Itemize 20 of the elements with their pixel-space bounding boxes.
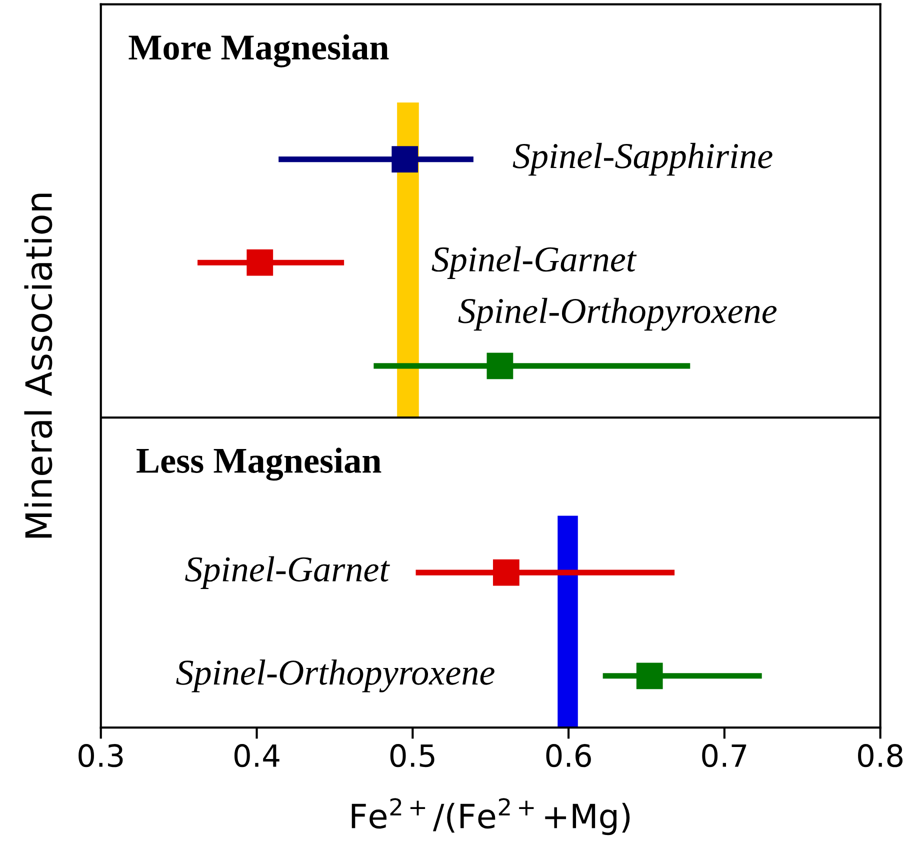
- point: [246, 249, 274, 276]
- series-label: Spinel-Orthopyroxene: [458, 298, 777, 331]
- x-tick-label: 0.6: [546, 744, 591, 768]
- x-tick-label: 0.4: [234, 744, 280, 768]
- x-tick-label: 0.8: [858, 744, 903, 768]
- point: [492, 559, 520, 586]
- point: [636, 662, 663, 690]
- text: Spinel-Orthopyroxene: [176, 659, 494, 692]
- text: Spinel-Garnet: [432, 246, 637, 279]
- x-tick-label: 0.5: [390, 744, 434, 768]
- annotation: More Magnesian: [128, 34, 389, 68]
- y-axis-title: Mineral Association: [24, 194, 52, 538]
- text: Spinel-Garnet: [185, 556, 390, 589]
- text: Spinel-Sapphirine: [512, 142, 772, 176]
- x-tick-label: 0.3: [78, 744, 123, 768]
- point: [392, 146, 418, 172]
- point: [486, 352, 514, 380]
- x-tick-label: 0.7: [702, 744, 746, 768]
- x-axis-title: Fe$^{2+}$/(Fe$^{2+}$+Mg): [352, 798, 630, 836]
- annotation: Less Magnesian: [136, 448, 382, 481]
